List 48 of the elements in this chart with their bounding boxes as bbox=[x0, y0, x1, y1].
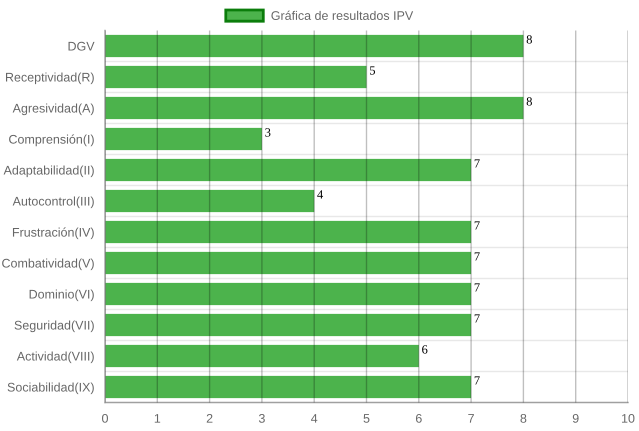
bar bbox=[105, 314, 472, 336]
x-tick-label: 7 bbox=[468, 414, 474, 423]
bar bbox=[105, 220, 472, 244]
data-label: 7 bbox=[474, 376, 480, 385]
y-tick-label: Actividad(VIII) bbox=[16, 351, 94, 364]
data-label: 7 bbox=[474, 159, 480, 168]
bar bbox=[105, 190, 314, 212]
y-tick-label: Combatividad(V) bbox=[2, 258, 94, 270]
x-tick-label: 4 bbox=[311, 414, 318, 423]
bar bbox=[105, 96, 524, 120]
data-label: 6 bbox=[422, 345, 428, 354]
y-tick-label: Seguridad(VII) bbox=[14, 320, 94, 332]
y-tick-label: Agresividad(A) bbox=[12, 103, 94, 116]
y-tick-label: Sociabilidad(IX) bbox=[8, 382, 94, 394]
bar bbox=[105, 252, 472, 274]
x-tick-label: 2 bbox=[206, 414, 212, 423]
legend-label: Gráfica de resultados IPV bbox=[271, 10, 414, 20]
x-tick-label: 5 bbox=[364, 414, 370, 423]
y-tick-label: Receptividad(R) bbox=[6, 72, 94, 84]
x-tick-label: 6 bbox=[416, 414, 422, 423]
bar bbox=[105, 34, 524, 58]
y-tick-label: Comprensión(I) bbox=[9, 134, 94, 146]
x-tick-label: 0 bbox=[102, 414, 108, 423]
x-tick-label: 10 bbox=[622, 414, 634, 423]
x-tick-label: 1 bbox=[154, 414, 160, 423]
y-tick-label: DGV bbox=[68, 42, 95, 51]
y-tick-label: Dominio(VI) bbox=[30, 289, 94, 302]
bar bbox=[105, 344, 419, 368]
data-label: 8 bbox=[526, 97, 532, 106]
data-label: 7 bbox=[474, 221, 480, 230]
data-label: 4 bbox=[317, 190, 324, 199]
data-label: 8 bbox=[526, 35, 532, 44]
bar bbox=[105, 128, 262, 150]
y-tick-label: Autocontrol(III) bbox=[12, 196, 94, 208]
data-label: 5 bbox=[370, 66, 376, 75]
bar bbox=[105, 158, 472, 182]
x-tick-label: 8 bbox=[520, 414, 526, 423]
bar bbox=[105, 282, 472, 306]
data-label: 7 bbox=[474, 252, 480, 261]
y-tick-label: Adaptabilidad(II) bbox=[4, 165, 94, 178]
x-tick-label: 9 bbox=[572, 414, 579, 423]
bar bbox=[105, 66, 366, 88]
data-label: 7 bbox=[474, 283, 480, 292]
bar bbox=[105, 376, 472, 398]
y-tick-label: Frustración(IV) bbox=[12, 227, 94, 240]
data-label: 3 bbox=[265, 128, 270, 137]
data-label: 7 bbox=[474, 314, 480, 323]
x-tick-label: 3 bbox=[258, 414, 265, 423]
